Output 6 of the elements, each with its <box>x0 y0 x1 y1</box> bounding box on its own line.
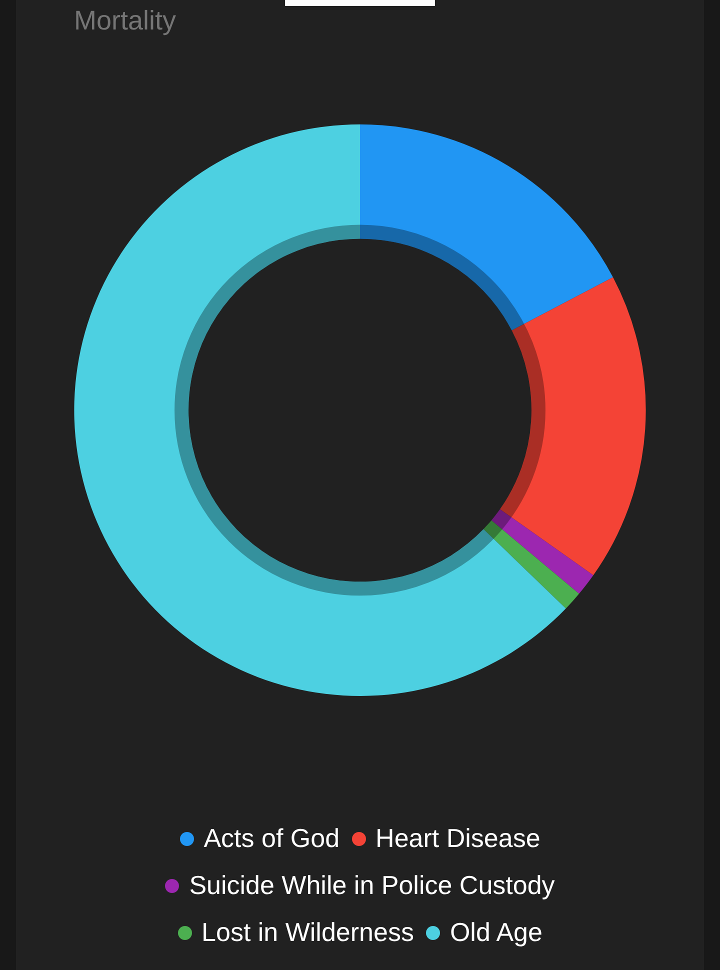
legend-label: Acts of God <box>204 822 340 855</box>
legend-label: Heart Disease <box>376 822 540 855</box>
legend-label: Suicide While in Police Custody <box>189 869 555 902</box>
legend-label: Old Age <box>450 916 542 949</box>
chart-title: Mortality <box>74 6 177 36</box>
legend-label: Lost in Wilderness <box>202 916 414 949</box>
